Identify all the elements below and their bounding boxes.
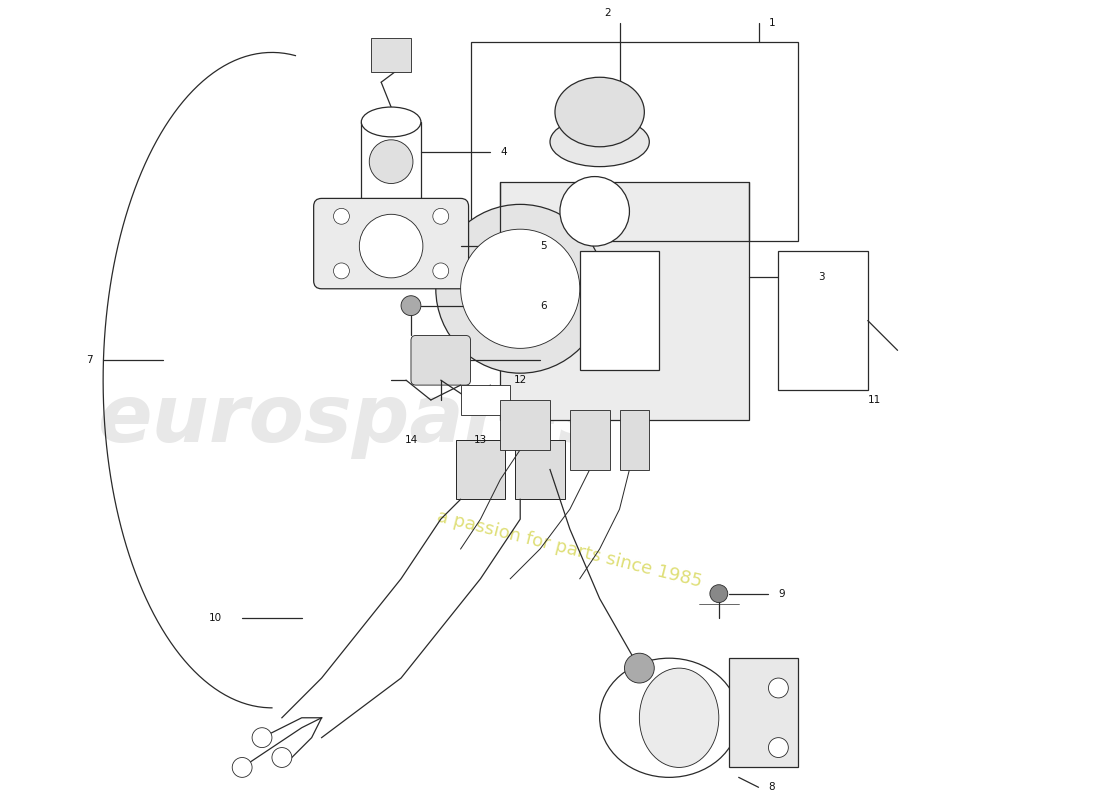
Text: 6: 6 — [540, 301, 547, 310]
Ellipse shape — [600, 658, 739, 778]
Text: 11: 11 — [868, 395, 881, 405]
Circle shape — [360, 214, 422, 278]
Bar — [728, 658, 799, 767]
FancyBboxPatch shape — [314, 198, 469, 289]
Bar — [455, 440, 505, 499]
Circle shape — [769, 678, 789, 698]
Ellipse shape — [550, 117, 649, 166]
Text: 10: 10 — [209, 614, 222, 623]
Circle shape — [461, 229, 580, 348]
Circle shape — [625, 654, 654, 683]
Text: 3: 3 — [818, 272, 825, 282]
Circle shape — [432, 208, 449, 224]
Circle shape — [560, 177, 629, 246]
Ellipse shape — [361, 107, 421, 137]
Bar — [471, 42, 799, 241]
Bar — [515, 440, 565, 499]
Circle shape — [402, 296, 421, 315]
Text: a passion for parts since 1985: a passion for parts since 1985 — [436, 507, 704, 590]
Circle shape — [272, 747, 292, 767]
Text: 14: 14 — [405, 434, 418, 445]
Ellipse shape — [639, 668, 718, 767]
Text: 7: 7 — [87, 355, 94, 366]
Bar — [619, 410, 649, 470]
Bar — [461, 385, 510, 415]
Circle shape — [232, 758, 252, 778]
Circle shape — [370, 140, 412, 183]
Text: 1: 1 — [769, 18, 776, 28]
Circle shape — [333, 263, 350, 279]
Circle shape — [436, 204, 605, 373]
Text: 12: 12 — [514, 375, 527, 385]
Circle shape — [384, 239, 398, 253]
Bar — [580, 251, 659, 370]
Bar — [779, 251, 868, 390]
Bar — [361, 122, 421, 222]
Circle shape — [252, 728, 272, 747]
FancyBboxPatch shape — [411, 335, 471, 385]
Ellipse shape — [556, 78, 645, 146]
Text: 2: 2 — [605, 8, 612, 18]
Circle shape — [769, 738, 789, 758]
Circle shape — [710, 585, 728, 602]
Bar — [500, 182, 749, 420]
Bar — [372, 38, 411, 72]
Circle shape — [432, 263, 449, 279]
Text: 9: 9 — [779, 589, 785, 598]
Text: 4: 4 — [500, 146, 507, 157]
Bar — [570, 410, 609, 470]
Text: eurospares: eurospares — [97, 381, 606, 459]
Circle shape — [333, 208, 350, 224]
Text: 13: 13 — [474, 434, 487, 445]
Text: 8: 8 — [769, 782, 776, 792]
Bar — [500, 400, 550, 450]
Text: 5: 5 — [540, 241, 547, 251]
